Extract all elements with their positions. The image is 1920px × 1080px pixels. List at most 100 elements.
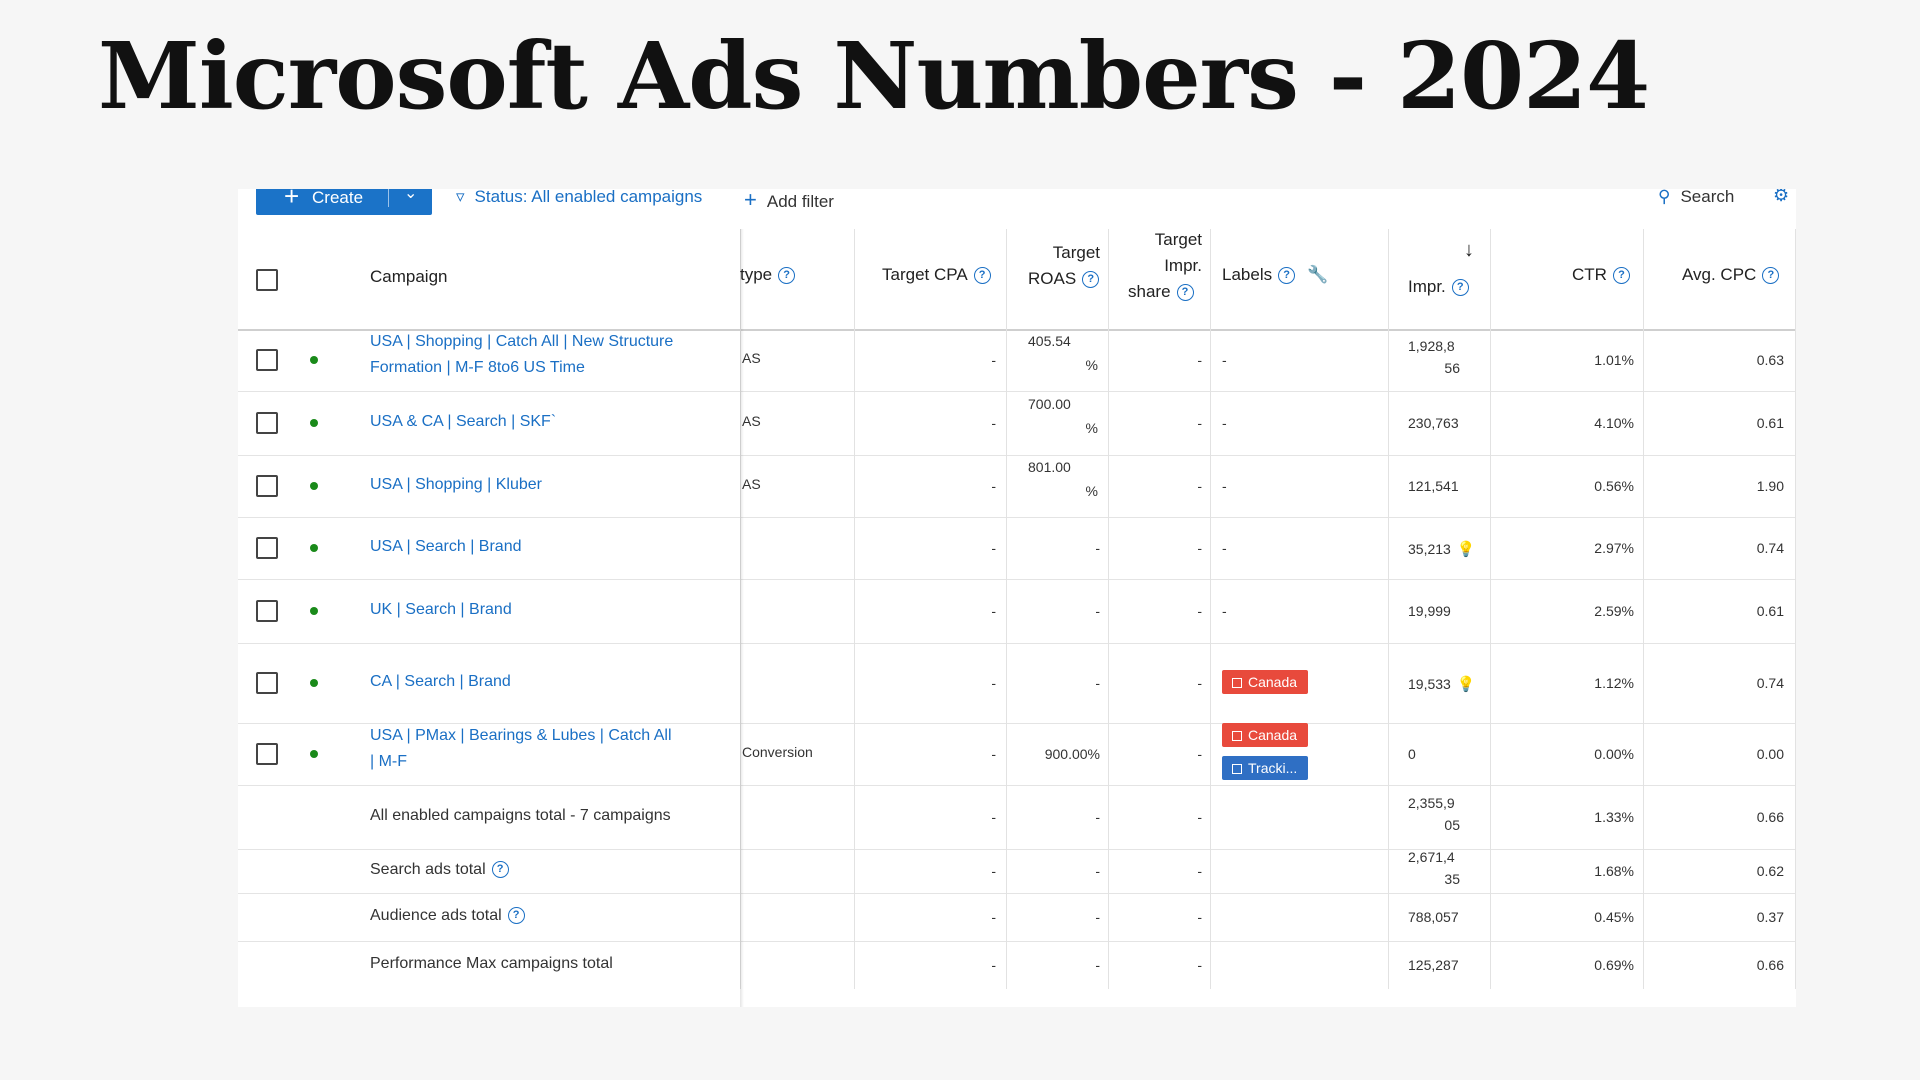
avg-cpc-value: 1.90	[1756, 478, 1784, 494]
help-icon[interactable]: ?	[973, 267, 991, 285]
lightbulb-icon[interactable]: 💡	[1456, 541, 1476, 558]
col-header-target-cpa[interactable]: Target CPA?	[882, 265, 991, 285]
help-icon[interactable]: ?	[1082, 271, 1100, 289]
col-header-labels[interactable]: Labels? 🔧	[1222, 265, 1328, 285]
target-roas-unit: %	[1085, 357, 1098, 373]
select-all-checkbox[interactable]	[256, 269, 278, 291]
col-header-target-roas-line1[interactable]: Target	[1052, 243, 1100, 262]
column-divider	[1388, 229, 1389, 649]
filter-icon: ▿	[456, 189, 465, 206]
ctr-value: 1.01%	[1594, 352, 1634, 368]
help-icon[interactable]: ?	[1612, 267, 1630, 285]
impressions-total: 788,057	[1408, 909, 1459, 925]
avg-cpc-total: 0.62	[1756, 863, 1784, 879]
ctr-total: 0.69%	[1594, 957, 1634, 973]
search-button[interactable]: ⚲ Search	[1658, 189, 1734, 207]
row-checkbox[interactable]	[256, 600, 278, 622]
help-icon[interactable]: ?	[778, 267, 796, 285]
col-header-target-roas-line2[interactable]: ROAS?	[1028, 269, 1100, 289]
label-badge-tracking[interactable]: Tracki...	[1222, 756, 1308, 780]
impressions-value: 0	[1408, 746, 1416, 762]
target-impr-share-value: -	[1197, 540, 1202, 556]
avg-cpc-value: 0.63	[1756, 352, 1784, 368]
help-icon[interactable]: ?	[1762, 267, 1780, 285]
col-header-campaign[interactable]: Campaign	[370, 267, 448, 286]
impressions-value: 121,541	[1408, 478, 1459, 494]
status-dot	[310, 419, 318, 427]
col-header-impr[interactable]: Impr.?	[1408, 277, 1469, 297]
ctr-total: 1.68%	[1594, 863, 1634, 879]
avg-cpc-value: 0.61	[1756, 415, 1784, 431]
help-icon[interactable]: ?	[1278, 267, 1296, 285]
column-divider	[1490, 643, 1491, 989]
row-divider	[238, 785, 1796, 786]
label-badge-canada[interactable]: Canada	[1222, 670, 1308, 694]
campaign-name-link[interactable]: CA | Search | Brand	[370, 673, 511, 690]
impressions-text: 121,541	[1408, 478, 1459, 494]
campaign-name-link[interactable]: USA | PMax | Bearings & Lubes | Catch Al…	[370, 727, 672, 744]
status-dot	[310, 482, 318, 490]
row-checkbox[interactable]	[256, 475, 278, 497]
help-icon[interactable]: ?	[1451, 279, 1469, 297]
column-divider	[1795, 643, 1796, 989]
campaign-name-link-cont[interactable]: Formation | M-F 8to6 US Time	[370, 359, 585, 376]
row-divider	[238, 849, 1796, 850]
col-header-target-impr-line3[interactable]: share?	[1128, 282, 1194, 302]
add-filter-button[interactable]: + Add filter	[744, 189, 834, 213]
wrench-icon[interactable]: 🔧	[1307, 265, 1329, 284]
campaign-type: AS	[742, 476, 761, 492]
column-divider	[1108, 229, 1109, 649]
plus-icon: +	[744, 189, 757, 212]
lightbulb-icon[interactable]: 💡	[1456, 676, 1476, 693]
target-roas-value: 900.00%	[1044, 746, 1100, 762]
col-header-target-impr-line1[interactable]: Target	[1154, 230, 1202, 249]
chevron-down-icon[interactable]: ⌄	[404, 189, 418, 202]
row-checkbox[interactable]	[256, 537, 278, 559]
col-header-type[interactable]: type?	[740, 265, 796, 285]
campaign-name-link[interactable]: USA | Shopping | Catch All | New Structu…	[370, 333, 674, 350]
avg-cpc-total: 0.37	[1756, 909, 1784, 925]
row-checkbox[interactable]	[256, 412, 278, 434]
settings-icon[interactable]: ⚙	[1773, 189, 1790, 205]
tag-icon	[1232, 731, 1242, 742]
create-button[interactable]: + Create ⌄	[256, 189, 432, 215]
campaign-name-link[interactable]: USA | Shopping | Kluber	[370, 476, 542, 493]
target-cpa-value: -	[991, 746, 996, 762]
row-divider	[238, 391, 1796, 392]
help-icon[interactable]: ?	[491, 861, 509, 879]
campaign-name-link[interactable]: USA | Search | Brand	[370, 538, 522, 555]
row-checkbox[interactable]	[256, 672, 278, 694]
column-divider	[1006, 229, 1007, 649]
impressions-total-cont: 35	[1444, 871, 1460, 887]
col-header-labels-label: Labels	[1222, 265, 1273, 284]
avg-cpc-total: 0.66	[1756, 957, 1784, 973]
status-filter[interactable]: ▿ Status: All enabled campaigns	[456, 189, 702, 207]
impressions-total: 125,287	[1408, 957, 1459, 973]
row-checkbox[interactable]	[256, 743, 278, 765]
campaign-name-link-cont[interactable]: | M-F	[370, 753, 408, 770]
help-icon[interactable]: ?	[1176, 284, 1194, 302]
column-divider	[1210, 229, 1211, 649]
col-header-ctr[interactable]: CTR?	[1572, 265, 1630, 285]
ctr-value: 2.97%	[1594, 540, 1634, 556]
label-badge-canada[interactable]: Canada	[1222, 723, 1308, 747]
campaign-name-link[interactable]: UK | Search | Brand	[370, 601, 512, 618]
impressions-text: 19,999	[1408, 603, 1451, 619]
col-header-target-impr-line2[interactable]: Impr.	[1164, 256, 1202, 275]
target-impr-share-total: -	[1197, 909, 1202, 925]
impressions-value: 35,213 💡	[1408, 540, 1476, 558]
impressions-value-cont: 56	[1444, 360, 1460, 376]
row-checkbox[interactable]	[256, 349, 278, 371]
target-cpa-total: -	[991, 863, 996, 879]
sort-descending-icon[interactable]: ↓	[1464, 239, 1474, 261]
column-divider	[1795, 229, 1796, 649]
target-roas-value: -	[1095, 675, 1100, 691]
status-dot	[310, 356, 318, 364]
col-header-avg-cpc[interactable]: Avg. CPC?	[1682, 265, 1780, 285]
create-divider	[388, 189, 389, 207]
avg-cpc-value: 0.61	[1756, 603, 1784, 619]
avg-cpc-total: 0.66	[1756, 809, 1784, 825]
help-icon[interactable]: ?	[507, 907, 525, 925]
campaign-name-link[interactable]: USA & CA | Search | SKF`	[370, 413, 557, 430]
totals-row-label: Performance Max campaigns total	[370, 955, 613, 973]
